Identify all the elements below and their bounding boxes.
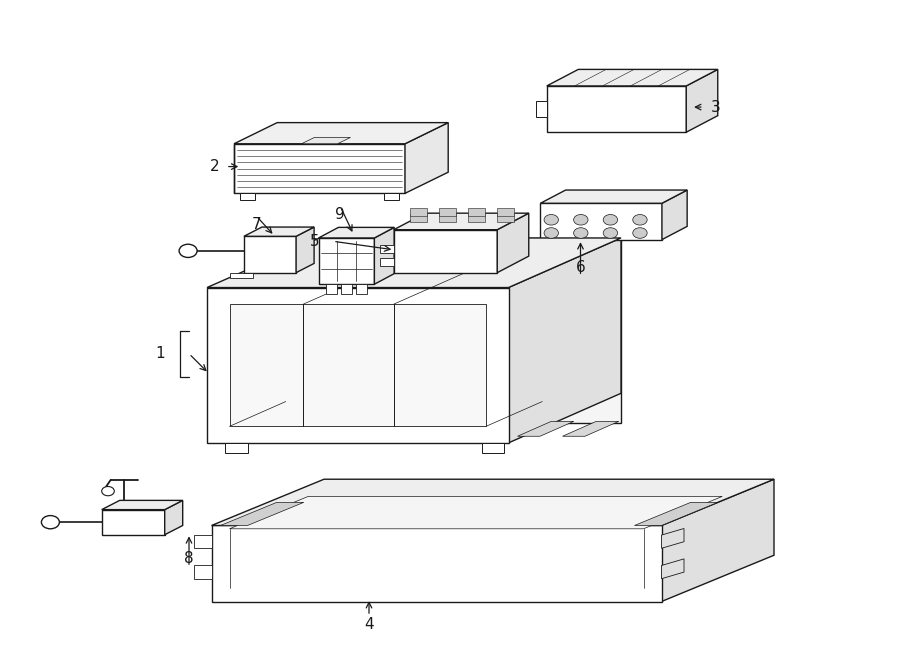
Polygon shape (207, 288, 508, 443)
Circle shape (603, 214, 617, 225)
Text: 9: 9 (336, 208, 345, 222)
Polygon shape (356, 284, 367, 294)
Polygon shape (410, 208, 427, 216)
Polygon shape (662, 479, 774, 602)
Polygon shape (540, 204, 662, 239)
Text: 4: 4 (364, 617, 373, 632)
Polygon shape (439, 208, 455, 216)
Circle shape (573, 227, 588, 238)
Text: 2: 2 (210, 159, 219, 174)
Circle shape (633, 227, 647, 238)
Circle shape (633, 214, 647, 225)
Polygon shape (536, 101, 547, 117)
Polygon shape (102, 510, 165, 535)
Polygon shape (102, 500, 183, 510)
Polygon shape (540, 190, 688, 204)
Circle shape (102, 486, 114, 496)
Polygon shape (234, 123, 448, 144)
Text: 3: 3 (711, 100, 720, 114)
Polygon shape (518, 422, 574, 436)
Polygon shape (244, 227, 314, 237)
Polygon shape (319, 227, 394, 238)
Polygon shape (497, 213, 529, 272)
Polygon shape (405, 123, 448, 193)
Polygon shape (230, 272, 253, 278)
Polygon shape (384, 193, 399, 200)
Polygon shape (341, 284, 352, 294)
Polygon shape (468, 208, 484, 216)
Circle shape (603, 227, 617, 238)
Circle shape (544, 227, 558, 238)
Circle shape (179, 245, 197, 258)
Polygon shape (296, 227, 314, 272)
Polygon shape (394, 213, 529, 230)
Polygon shape (468, 214, 484, 222)
Polygon shape (320, 238, 621, 423)
Polygon shape (225, 443, 248, 453)
Polygon shape (498, 214, 514, 222)
Polygon shape (230, 496, 722, 529)
Polygon shape (662, 190, 688, 239)
Text: 8: 8 (184, 551, 194, 566)
Text: 1: 1 (156, 346, 165, 361)
Polygon shape (302, 137, 350, 144)
Polygon shape (394, 230, 497, 272)
Polygon shape (562, 422, 619, 436)
Polygon shape (380, 258, 394, 266)
Polygon shape (374, 227, 394, 284)
Circle shape (544, 214, 558, 225)
Polygon shape (194, 566, 212, 579)
Text: 5: 5 (310, 234, 320, 249)
Polygon shape (380, 245, 394, 253)
Polygon shape (220, 502, 304, 525)
Polygon shape (662, 559, 684, 579)
Polygon shape (207, 238, 621, 288)
Polygon shape (194, 535, 212, 549)
Polygon shape (547, 69, 718, 86)
Polygon shape (410, 214, 427, 222)
Circle shape (573, 214, 588, 225)
Polygon shape (662, 529, 684, 549)
Circle shape (41, 516, 59, 529)
Polygon shape (482, 443, 504, 453)
Polygon shape (687, 69, 718, 132)
Polygon shape (240, 193, 255, 200)
Polygon shape (244, 237, 296, 272)
Text: 6: 6 (576, 260, 585, 275)
Polygon shape (326, 284, 337, 294)
Polygon shape (634, 502, 718, 525)
Polygon shape (439, 214, 455, 222)
Polygon shape (234, 144, 405, 193)
Polygon shape (230, 304, 486, 426)
Polygon shape (319, 238, 374, 284)
Polygon shape (165, 500, 183, 535)
Polygon shape (547, 86, 687, 132)
Text: 7: 7 (252, 217, 261, 232)
Polygon shape (508, 238, 621, 443)
Polygon shape (498, 208, 514, 216)
Polygon shape (212, 479, 774, 525)
Polygon shape (212, 525, 662, 602)
